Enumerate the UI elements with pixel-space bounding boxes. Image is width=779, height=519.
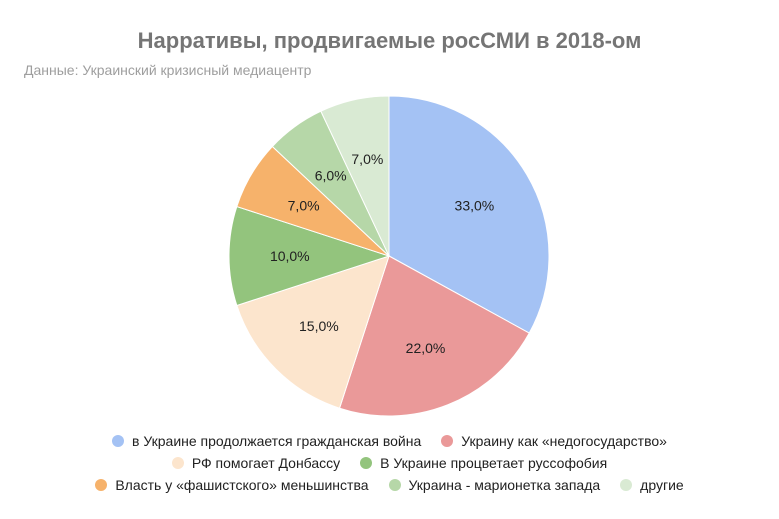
legend-item[interactable]: в Украине продолжается гражданская война bbox=[112, 433, 421, 449]
slice-label: 6,0% bbox=[315, 168, 347, 184]
pie-slice[interactable] bbox=[236, 255, 390, 409]
pie-slice[interactable] bbox=[320, 95, 390, 257]
legend-label: в Украине продолжается гражданская война bbox=[132, 433, 422, 449]
legend-item[interactable]: В Украине процветает руссофобия bbox=[360, 455, 607, 471]
legend-swatch bbox=[441, 435, 454, 447]
legend-item[interactable]: Украину как «недогосударство» bbox=[441, 433, 667, 449]
legend-swatch bbox=[360, 457, 373, 469]
legend-label: Украина - марионетка запада bbox=[408, 477, 601, 493]
legend-label: Власть у «фашистского» меньшинства bbox=[115, 477, 369, 493]
legend-row-1: в Украине продолжается гражданская война… bbox=[0, 430, 779, 452]
pie-slice[interactable] bbox=[338, 255, 530, 417]
legend-swatch bbox=[112, 435, 125, 447]
slice-label: 33,0% bbox=[455, 198, 495, 214]
pie-slice[interactable] bbox=[228, 205, 391, 307]
slice-label: 7,0% bbox=[351, 151, 383, 167]
legend-swatch bbox=[95, 479, 108, 491]
legend-label: другие bbox=[640, 477, 684, 493]
legend-swatch bbox=[388, 479, 401, 491]
slice-label: 15,0% bbox=[299, 318, 339, 334]
legend-item[interactable]: РФ помогает Донбассу bbox=[171, 455, 341, 471]
chart-subtitle: Данные: Украинский кризисный медиацентр bbox=[24, 62, 312, 78]
legend-label: В Украине процветает руссофобия bbox=[380, 455, 608, 471]
legend-row-2: РФ помогает Донбассу В Украине процветае… bbox=[0, 452, 779, 474]
legend-item[interactable]: другие bbox=[620, 477, 684, 493]
legend-swatch bbox=[171, 457, 184, 469]
legend-label: Украину как «недогосударство» bbox=[461, 433, 667, 449]
legend-label: РФ помогает Донбассу bbox=[191, 455, 341, 471]
legend: в Украине продолжается гражданская война… bbox=[0, 430, 779, 496]
slice-label: 7,0% bbox=[288, 198, 320, 214]
chart-title: Нарративы, продвигаемые росСМИ в 2018-ом bbox=[137, 28, 642, 53]
legend-row-3: Власть у «фашистского» меньшинства Украи… bbox=[0, 474, 779, 496]
legend-item[interactable]: Украина - марионетка запада bbox=[388, 477, 601, 493]
slice-label: 10,0% bbox=[270, 248, 310, 264]
pie-slice[interactable] bbox=[388, 95, 550, 334]
slice-label: 22,0% bbox=[406, 340, 446, 356]
legend-swatch bbox=[620, 479, 633, 491]
legend-item[interactable]: Власть у «фашистского» меньшинства bbox=[95, 477, 369, 493]
